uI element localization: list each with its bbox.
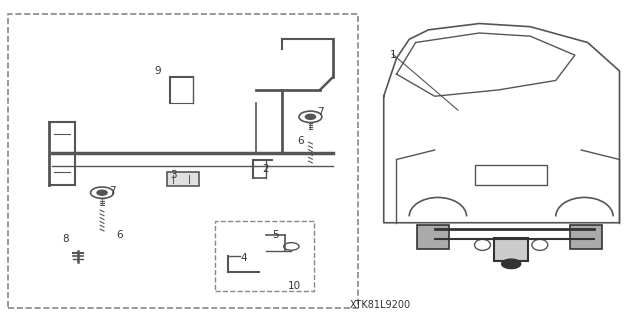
FancyBboxPatch shape bbox=[417, 225, 449, 249]
Text: 7: 7 bbox=[317, 107, 323, 117]
Text: XTK81L9200: XTK81L9200 bbox=[350, 300, 411, 310]
Text: 5: 5 bbox=[272, 230, 278, 241]
Text: 9: 9 bbox=[154, 66, 161, 76]
Text: 6: 6 bbox=[298, 136, 304, 145]
Text: 2: 2 bbox=[262, 164, 269, 174]
Text: 4: 4 bbox=[240, 253, 247, 263]
Text: 10: 10 bbox=[288, 281, 301, 291]
Circle shape bbox=[97, 190, 107, 195]
Text: 3: 3 bbox=[170, 170, 177, 180]
Circle shape bbox=[502, 259, 521, 269]
Text: 8: 8 bbox=[62, 234, 68, 243]
Text: 6: 6 bbox=[116, 230, 123, 241]
Text: 1: 1 bbox=[390, 50, 397, 60]
FancyBboxPatch shape bbox=[167, 172, 199, 186]
Circle shape bbox=[305, 114, 316, 119]
Text: 7: 7 bbox=[109, 186, 116, 196]
FancyBboxPatch shape bbox=[570, 225, 602, 249]
FancyBboxPatch shape bbox=[494, 238, 529, 261]
